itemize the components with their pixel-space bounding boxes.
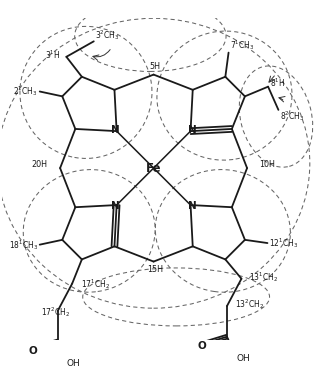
Text: $17^2$CH$_2$: $17^2$CH$_2$	[41, 305, 71, 318]
Text: $2^1$CH$_3$: $2^1$CH$_3$	[13, 85, 38, 98]
Text: $3^1$H: $3^1$H	[45, 49, 60, 61]
Text: $8^1$H: $8^1$H	[270, 76, 285, 89]
Text: $3^2$CH$_3$: $3^2$CH$_3$	[95, 29, 120, 42]
Text: 15H: 15H	[147, 265, 163, 274]
Text: $8^2$CH$_3$: $8^2$CH$_3$	[280, 109, 305, 123]
Text: $7^1$CH$_3$: $7^1$CH$_3$	[230, 38, 255, 52]
Text: 20H: 20H	[32, 160, 48, 169]
Text: $18^1$CH$_3$: $18^1$CH$_3$	[8, 238, 38, 251]
Text: Fe: Fe	[146, 161, 161, 175]
Text: OH: OH	[67, 359, 81, 366]
Text: O: O	[29, 346, 37, 355]
Text: 10H: 10H	[259, 160, 275, 169]
Text: $13^1$CH$_2$: $13^1$CH$_2$	[250, 270, 279, 284]
Text: 5H: 5H	[150, 62, 161, 71]
Text: N: N	[188, 201, 197, 211]
Text: N: N	[188, 125, 197, 135]
Text: N: N	[111, 125, 119, 135]
Text: N: N	[111, 201, 119, 211]
Text: $13^2$CH$_2$: $13^2$CH$_2$	[235, 298, 265, 311]
Text: $17^1$CH$_2$: $17^1$CH$_2$	[81, 277, 111, 291]
Text: OH: OH	[236, 354, 250, 363]
Text: O: O	[198, 341, 206, 351]
Text: $12^1$CH$_3$: $12^1$CH$_3$	[269, 236, 299, 250]
